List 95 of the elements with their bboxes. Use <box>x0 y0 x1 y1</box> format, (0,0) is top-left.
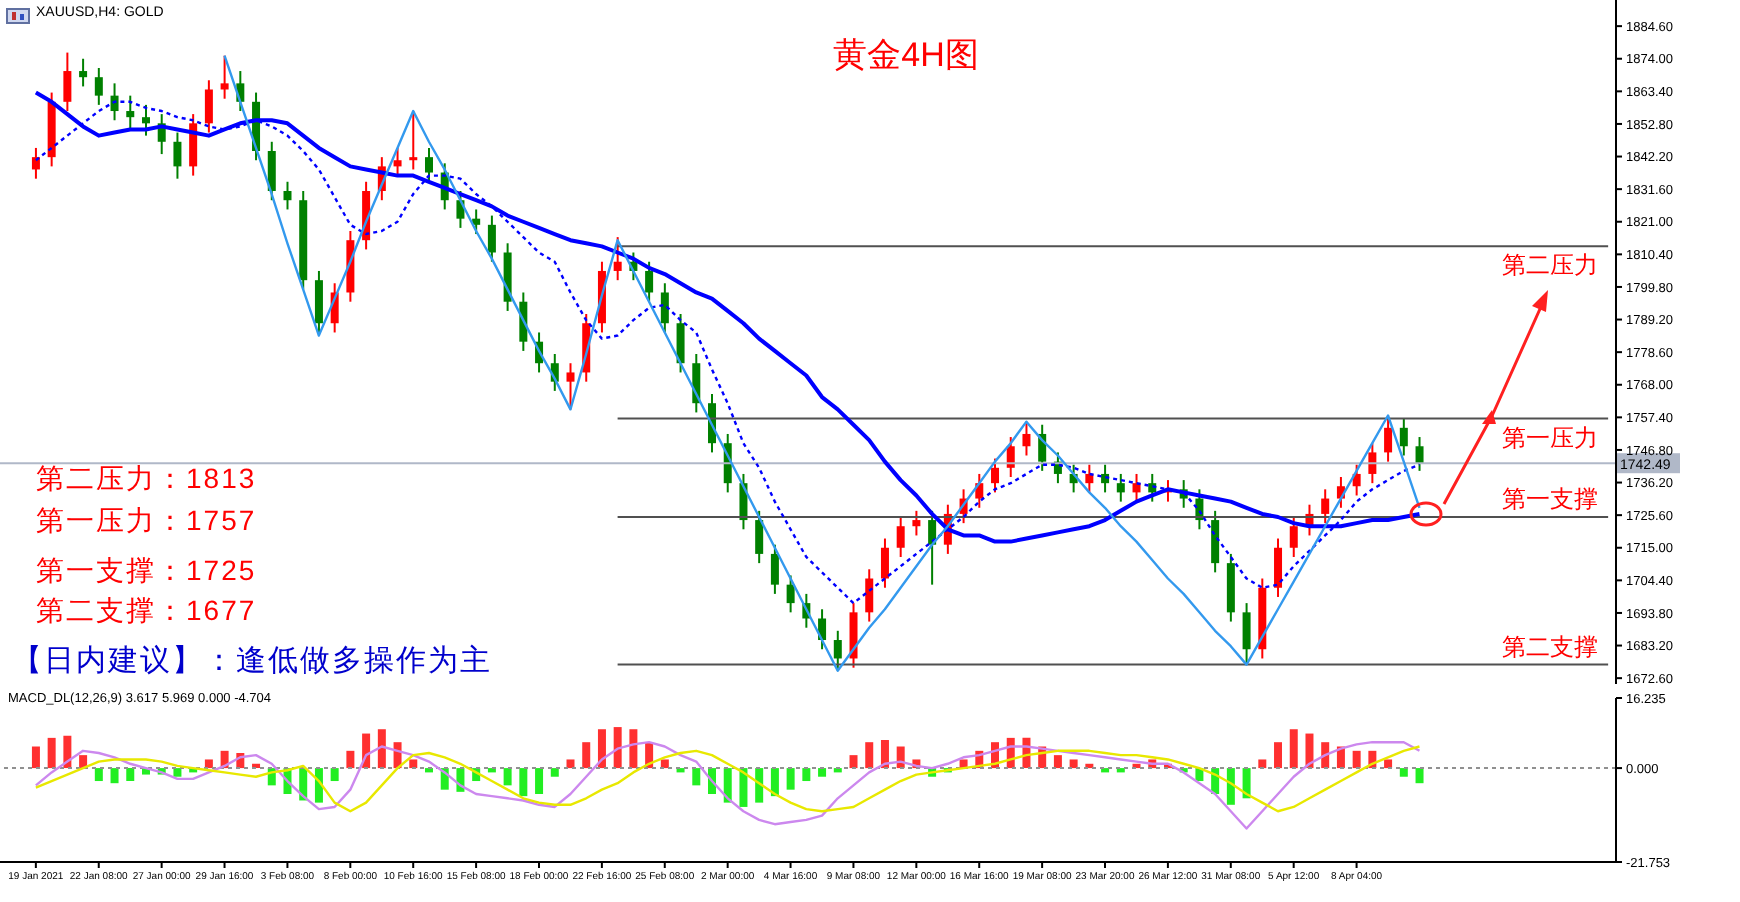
annotation: 第二压力：1813 <box>36 462 257 498</box>
bar <box>173 768 182 777</box>
bar <box>1226 768 1235 805</box>
annotation: 第一压力：1757 <box>36 504 257 540</box>
candlestick <box>1321 488 1330 525</box>
candlestick <box>1274 537 1283 598</box>
bar <box>519 768 528 797</box>
candlestick <box>409 110 418 171</box>
candlestick <box>79 57 88 88</box>
candlestick <box>833 629 842 672</box>
bar <box>47 737 56 769</box>
bar <box>865 742 874 769</box>
candlestick <box>865 568 874 623</box>
bar <box>503 768 512 786</box>
bar <box>613 727 622 769</box>
bar <box>409 759 418 769</box>
bar <box>755 768 764 803</box>
candlestick <box>314 269 323 337</box>
candlestick <box>110 82 119 122</box>
line-series <box>34 745 1421 813</box>
annotation: 【日内建议】：逢低做多操作为主 <box>12 642 492 680</box>
candlestick <box>896 516 905 558</box>
candlestick <box>425 146 433 183</box>
bar <box>692 768 701 786</box>
annotation: 第一支撑：1725 <box>36 554 257 590</box>
candlestick <box>63 51 72 113</box>
candlestick <box>786 574 795 614</box>
candlestick <box>645 260 654 303</box>
bar <box>629 729 638 769</box>
candlestick <box>204 79 213 134</box>
candlestick <box>220 54 229 100</box>
bar <box>1384 759 1393 769</box>
candlestick <box>770 543 779 595</box>
bar <box>377 729 386 769</box>
bar <box>660 759 669 769</box>
candlestick <box>456 189 465 229</box>
candlestick <box>267 140 276 202</box>
bar <box>818 768 827 777</box>
bar <box>1069 759 1078 769</box>
candlestick <box>1211 509 1220 574</box>
candlestick <box>126 94 135 131</box>
candlestick <box>849 602 858 669</box>
candlestick <box>1368 442 1377 485</box>
candlestick <box>283 180 292 211</box>
candlestick <box>566 362 575 411</box>
line-series <box>34 740 1421 830</box>
candlestick <box>94 66 103 106</box>
ref-line-label: 第一支撑 <box>1502 485 1599 513</box>
bar <box>1274 742 1283 769</box>
ref-line-label: 第二支撑 <box>1502 632 1599 661</box>
bar <box>582 742 591 769</box>
candlestick <box>1022 420 1031 457</box>
candlestick <box>487 214 496 263</box>
ref-line-label: 第一压力 <box>1502 423 1599 452</box>
candlestick <box>991 457 1000 494</box>
bar <box>346 750 355 769</box>
candlestick <box>141 103 150 137</box>
bar <box>110 768 119 784</box>
candlestick <box>676 313 685 374</box>
bar <box>550 768 559 777</box>
candlestick <box>613 236 622 282</box>
bar <box>535 768 544 794</box>
candlestick <box>173 131 182 180</box>
bar <box>802 768 811 782</box>
candlestick <box>1242 602 1251 666</box>
bar <box>1258 759 1267 769</box>
candlestick <box>660 282 669 334</box>
candlestick <box>393 146 402 177</box>
candlestick <box>1415 436 1424 472</box>
bar <box>1352 750 1361 769</box>
candlestick <box>912 509 921 537</box>
bar <box>126 768 135 782</box>
bar <box>849 755 858 769</box>
bar <box>330 768 339 782</box>
candlestick <box>1289 516 1298 558</box>
bar <box>739 768 748 807</box>
candlestick <box>880 537 889 589</box>
bar <box>31 746 40 769</box>
bar <box>1415 768 1424 784</box>
candlestick <box>189 113 198 177</box>
text: 黄金4H图 <box>831 34 981 78</box>
bar <box>1053 755 1062 769</box>
bar <box>1399 768 1408 777</box>
bar <box>786 768 795 790</box>
ref-line-label: 第二压力 <box>1502 251 1599 280</box>
bar <box>1289 729 1298 769</box>
annotation: 第二支撑：1677 <box>36 594 257 630</box>
candlestick <box>1116 472 1125 503</box>
candlestick <box>755 509 764 565</box>
bar <box>204 759 213 769</box>
bar <box>94 768 103 782</box>
bar <box>566 759 575 769</box>
candlestick <box>1399 417 1408 457</box>
candlestick <box>1384 414 1393 463</box>
candlestick <box>1006 436 1015 479</box>
